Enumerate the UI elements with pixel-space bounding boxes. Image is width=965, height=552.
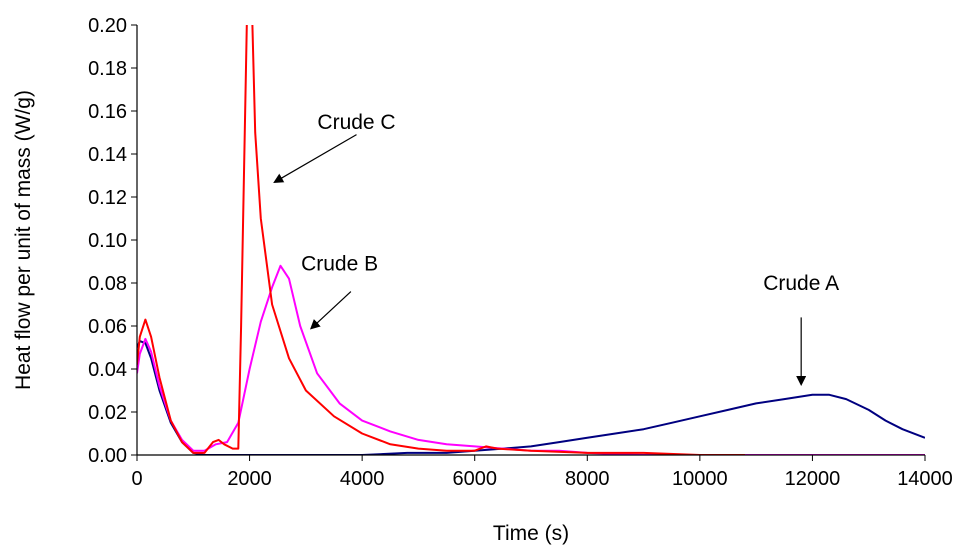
y-tick-label: 0.00 [88, 445, 127, 467]
x-tick-label: 10000 [672, 468, 728, 490]
y-tick-label: 0.08 [88, 273, 127, 295]
x-tick-label: 8000 [565, 468, 610, 490]
x-tick-label: 14000 [897, 468, 953, 490]
y-tick-label: 0.12 [88, 187, 127, 209]
x-axis-title: Time (s) [493, 522, 569, 545]
x-tick-label: 2000 [227, 468, 272, 490]
y-tick-label: 0.18 [88, 58, 127, 80]
x-tick-label: 4000 [340, 468, 385, 490]
series-line-crude-a [137, 340, 925, 455]
y-tick-label: 0.04 [88, 359, 127, 381]
annotation-label: Crude B [301, 253, 378, 276]
series-line-crude-c [137, 25, 745, 455]
annotation-label: Crude C [317, 111, 395, 134]
annotation-arrow [273, 134, 357, 183]
axes-layer [136, 25, 925, 456]
annotation-arrow [310, 291, 352, 330]
y-tick-label: 0.20 [88, 15, 127, 37]
y-tick-label: 0.06 [88, 316, 127, 338]
x-tick-label: 12000 [785, 468, 841, 490]
x-tick-label: 0 [131, 468, 142, 490]
annotation-label: Crude A [763, 272, 839, 295]
y-axis-title: Heat flow per unit of mass (W/g) [12, 90, 35, 390]
y-tick-label: 0.14 [88, 144, 127, 166]
annotations-layer: Crude C Crude B Crude A [273, 111, 839, 387]
y-tick-label: 0.10 [88, 230, 127, 252]
series-layer [137, 25, 925, 455]
x-tick-label: 6000 [452, 468, 497, 490]
ticks-layer: 0 2000 4000 6000 8000 10000 12000 14000 0.00 0.02… [88, 15, 953, 490]
y-tick-label: 0.16 [88, 101, 127, 123]
y-tick-label: 0.02 [88, 402, 127, 424]
